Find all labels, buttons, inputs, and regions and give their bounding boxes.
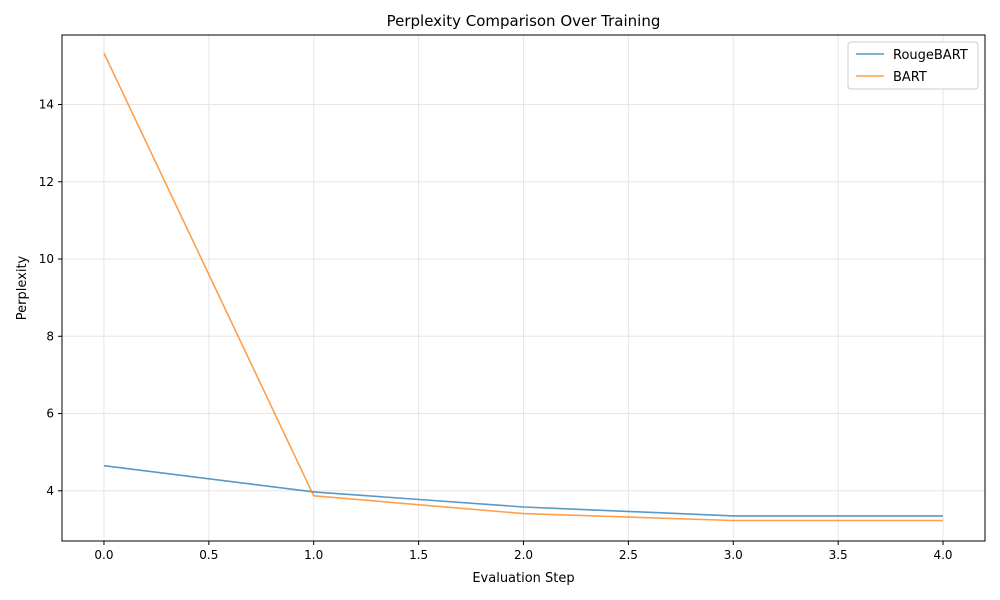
x-tick-label: 2.5 [619,548,638,562]
legend-label-rougebart: RougeBART [893,48,968,63]
legend-label-bart: BART [893,70,927,85]
x-tick-label: 1.0 [304,548,323,562]
y-tick-label: 14 [39,98,54,112]
legend: RougeBART BART [847,41,979,90]
y-tick-label: 8 [46,329,54,343]
x-tick-label: 2.0 [514,548,533,562]
y-tick-label: 10 [39,252,54,266]
x-tick-label: 0.5 [199,548,218,562]
x-tick-label: 3.5 [829,548,848,562]
grid-layer [62,35,985,541]
x-axis-label: Evaluation Step [472,571,574,586]
series-line-rougebart [103,464,943,517]
y-axis-label: Perplexity [15,255,30,320]
y-tick-label: 6 [46,407,54,421]
y-tick-label: 12 [39,175,54,189]
x-tick-label: 4.0 [933,548,952,562]
legend-items: RougeBART BART [856,48,968,85]
y-tick-label: 4 [46,484,54,498]
x-tick-label: 1.5 [409,548,428,562]
series-line-bart [103,52,943,522]
chart-title: Perplexity Comparison Over Training [387,12,661,30]
x-tick-label: 0.0 [94,548,113,562]
x-tick-label: 3.0 [724,548,743,562]
tick-layer: 0.0 0.5 1.0 1.5 2.0 2.5 3.0 3.5 4.0 4 6 8 10 12 14 [39,98,953,562]
series-layer [103,52,943,522]
